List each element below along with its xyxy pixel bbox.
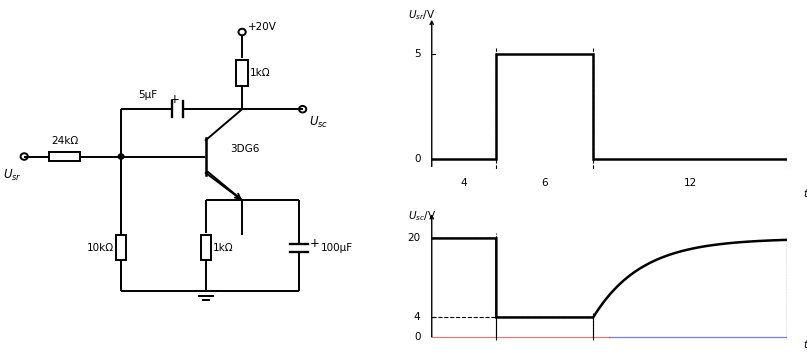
Text: 24kΩ: 24kΩ [51, 136, 78, 146]
Circle shape [118, 154, 124, 159]
Text: 0: 0 [414, 154, 420, 164]
Text: 1kΩ: 1kΩ [213, 242, 234, 253]
Text: 100μF: 100μF [321, 242, 353, 253]
Text: 0: 0 [414, 332, 420, 342]
Bar [201, 235, 211, 260]
Bar [49, 152, 80, 161]
Text: 5μF: 5μF [138, 90, 157, 100]
Text: $U_{sc}$/V: $U_{sc}$/V [408, 209, 436, 222]
Text: $U_{sc}$: $U_{sc}$ [308, 115, 328, 130]
Text: 10kΩ: 10kΩ [86, 242, 114, 253]
Text: $U_{sr}$/V: $U_{sr}$/V [408, 9, 435, 22]
Text: 5: 5 [414, 50, 420, 59]
Bar [236, 60, 248, 86]
Text: +: + [169, 92, 179, 106]
Text: 12: 12 [684, 178, 696, 188]
Text: +: + [310, 237, 320, 250]
Text: 6: 6 [541, 178, 548, 188]
Text: +20V: +20V [249, 22, 277, 32]
Text: $t$/μs: $t$/μs [803, 187, 807, 201]
Text: $U_{sr}$: $U_{sr}$ [3, 167, 23, 182]
Text: 20: 20 [408, 233, 420, 244]
Bar [116, 235, 126, 260]
Text: $t$/μs: $t$/μs [803, 338, 807, 352]
Text: 4: 4 [461, 178, 467, 188]
Text: 1kΩ: 1kΩ [249, 68, 270, 78]
Text: 3DG6: 3DG6 [230, 144, 259, 154]
Text: 4: 4 [414, 312, 420, 323]
